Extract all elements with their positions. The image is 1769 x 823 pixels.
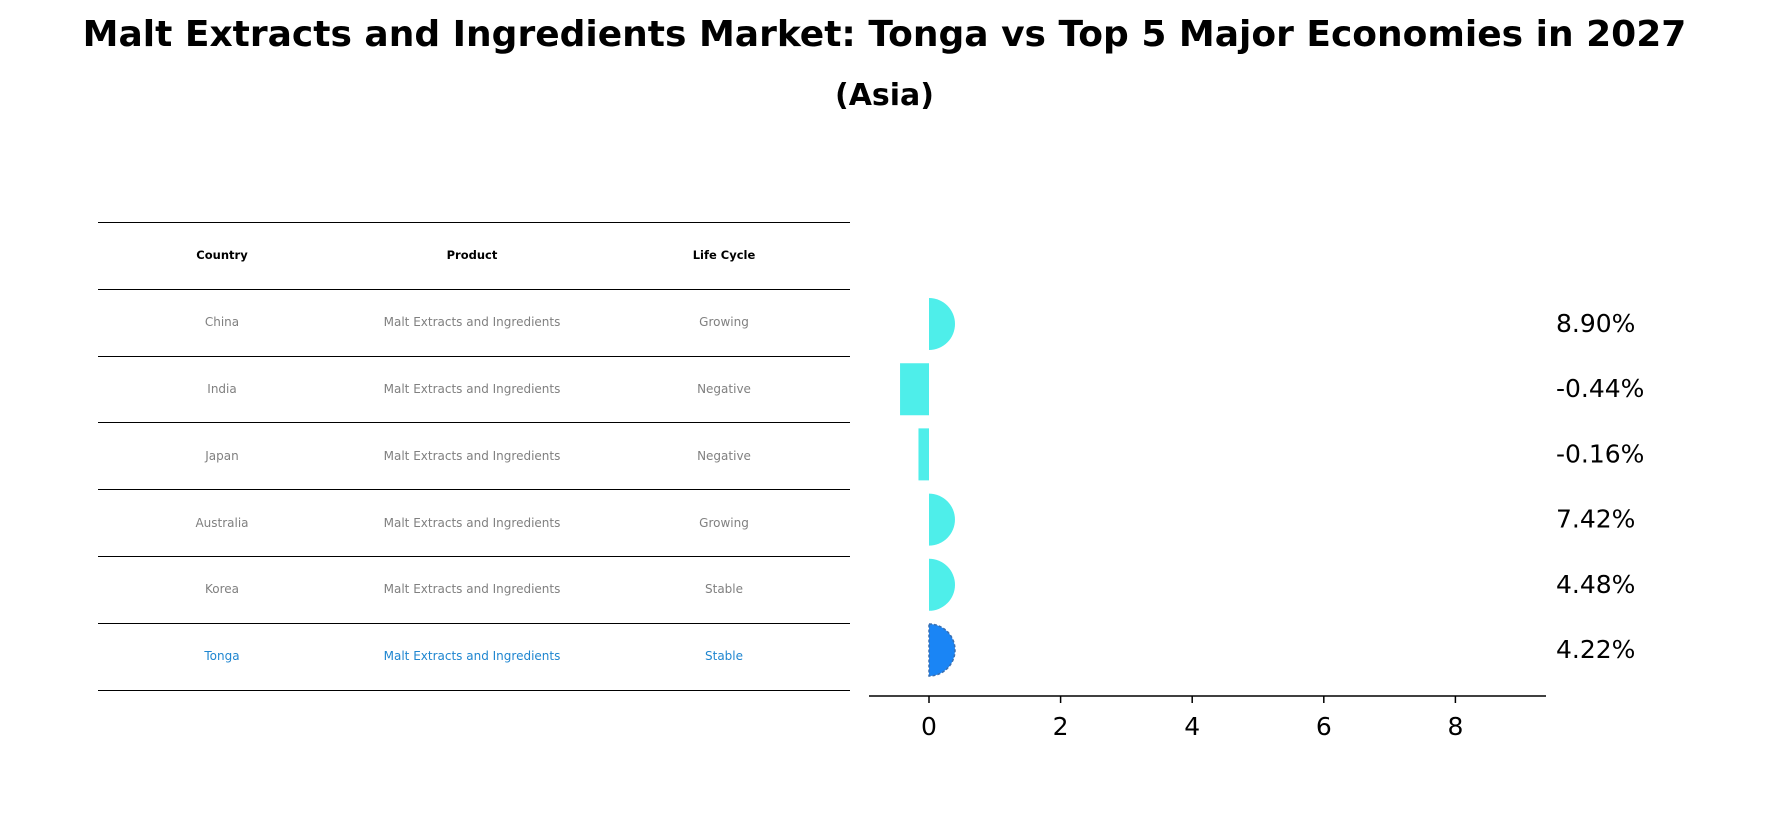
table-cell-country: China (204, 315, 240, 330)
table-rule (98, 422, 850, 424)
table-cell-life-cycle: Stable (704, 582, 744, 597)
table-cell-product: Malt Extracts and Ingredients (383, 448, 561, 463)
table-cell-life-cycle: Negative (697, 448, 751, 463)
table-cell-product: Malt Extracts and Ingredients (383, 582, 561, 597)
table-cell-country: Japan (205, 448, 239, 463)
table-cell-life-cycle: Negative (697, 382, 751, 396)
bar-india (900, 363, 929, 416)
bar-value-label: 4.22% (1556, 635, 1635, 664)
table-header-product: Product (446, 248, 498, 263)
table-cell-product: Malt Extracts and Ingredients (383, 515, 561, 530)
table-cell-product: Malt Extracts and Ingredients (383, 382, 561, 396)
chart-subtitle: (Asia) (834, 78, 935, 113)
table-rule (98, 489, 850, 491)
x-tick-label: 2 (1053, 712, 1069, 741)
x-tick-label: 8 (1447, 712, 1463, 741)
table-cell-product: Malt Extracts and Ingredients (383, 649, 561, 664)
table-header-life-cycle: Life Cycle (692, 248, 756, 263)
table-rule (98, 222, 850, 223)
x-tick-label: 0 (921, 712, 937, 741)
table-cell-life-cycle: Growing (699, 515, 749, 530)
table-cell-country: India (207, 382, 237, 396)
table-rule (98, 355, 850, 357)
bar-value-label: -0.44% (1556, 374, 1644, 403)
table-rule (98, 288, 850, 290)
table-cell-country: Tonga (204, 649, 240, 664)
table-cell-life-cycle: Stable (704, 649, 744, 664)
table-rule (98, 556, 850, 557)
bar-value-label: 8.90% (1556, 309, 1635, 338)
bar-value-label: 4.48% (1556, 570, 1635, 599)
bar-china (929, 298, 955, 350)
bar-value-label: -0.16% (1556, 439, 1644, 468)
x-tick-label: 6 (1316, 712, 1332, 741)
bar-australia (929, 493, 955, 546)
bar-japan (918, 428, 929, 481)
x-tick-label: 4 (1184, 712, 1200, 741)
table-cell-country: Korea (204, 582, 240, 597)
table-header-country: Country (196, 248, 248, 263)
table-cell-product: Malt Extracts and Ingredients (383, 315, 561, 330)
table-rule (98, 622, 850, 624)
bar-value-label: 7.42% (1556, 505, 1635, 534)
bar-korea (929, 558, 955, 611)
table-cell-life-cycle: Growing (699, 315, 749, 330)
bar-tonga (928, 623, 956, 677)
table-rule (98, 689, 850, 691)
table-cell-country: Australia (195, 515, 249, 530)
chart-title: Malt Extracts and Ingredients Market: To… (82, 14, 1687, 55)
